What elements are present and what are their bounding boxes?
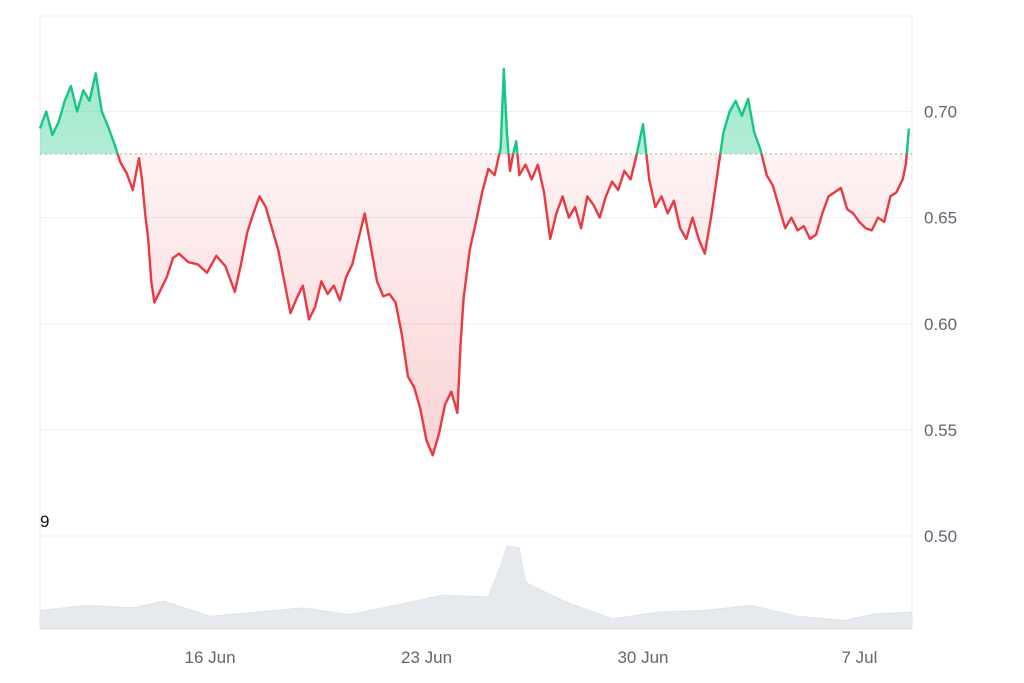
x-tick-label: 7 Jul [841, 648, 877, 667]
y-tick-label: 0.55 [924, 421, 957, 440]
grid-lines [40, 111, 912, 537]
volume-area-path [39, 545, 913, 630]
price-line-below [116, 153, 908, 457]
area-above-baseline [40, 69, 909, 154]
price-line [38, 67, 911, 457]
corner-label: 9 [40, 512, 49, 531]
plot-frame [39, 15, 913, 630]
y-tick-label: 0.65 [924, 209, 957, 228]
y-tick-label: 0.70 [924, 103, 957, 122]
area-below-baseline [40, 153, 909, 456]
volume-area [39, 545, 913, 630]
y-axis-labels: 0.50 0.55 0.60 0.65 0.70 [924, 103, 957, 546]
x-tick-label: 30 Jun [617, 648, 668, 667]
price-fill [40, 69, 909, 456]
x-axis-labels: 16 Jun 23 Jun 30 Jun 7 Jul [185, 648, 878, 667]
x-tick-label: 23 Jun [401, 648, 452, 667]
y-tick-label: 0.60 [924, 315, 957, 334]
x-tick-label: 16 Jun [185, 648, 236, 667]
y-tick-label: 0.50 [924, 527, 957, 546]
